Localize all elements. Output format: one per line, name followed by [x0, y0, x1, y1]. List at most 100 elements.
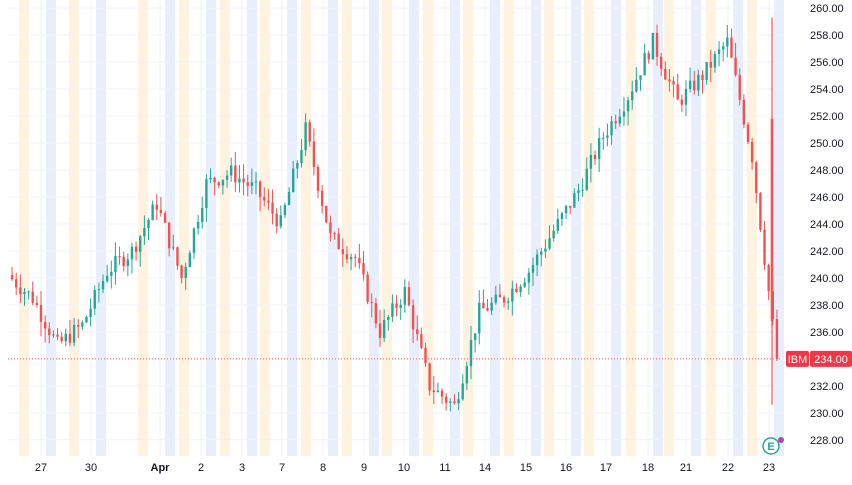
candle [292, 160, 295, 193]
candle [478, 290, 481, 345]
candle [325, 205, 328, 224]
candle [659, 53, 663, 76]
y-tick-label: 230.00 [810, 408, 844, 420]
x-tick-label: Apr [151, 462, 171, 474]
candle [631, 80, 634, 110]
candle [180, 264, 183, 284]
candle [366, 271, 369, 305]
candle [130, 242, 134, 274]
candle [56, 327, 59, 341]
candle [81, 320, 84, 330]
candle [234, 152, 237, 193]
candle [382, 309, 386, 343]
candle [527, 268, 531, 295]
candle [564, 204, 568, 220]
candle [320, 184, 324, 214]
candle [457, 392, 460, 411]
candle [349, 253, 353, 271]
candle [453, 394, 456, 405]
premarket-band [260, 0, 270, 456]
candle [143, 215, 146, 245]
candle [312, 128, 316, 176]
afterhours-band [450, 0, 460, 456]
candle [287, 187, 291, 206]
candle [494, 285, 497, 305]
y-tick-label: 228.00 [810, 435, 844, 447]
candle [643, 43, 646, 76]
candle [72, 318, 76, 347]
afterhours-band [733, 0, 743, 456]
candle [192, 227, 196, 259]
candle [424, 342, 427, 367]
candle [229, 157, 233, 182]
premarket-band [504, 0, 514, 456]
candle [680, 94, 684, 113]
y-tick-label: 242.00 [810, 246, 844, 258]
afterhours-band [653, 0, 663, 456]
candle [705, 61, 708, 85]
premarket-band [301, 0, 311, 456]
premarket-band [463, 0, 473, 456]
y-axis: 228.00230.00232.00234.00236.00238.00240.… [810, 3, 844, 447]
candle [416, 315, 419, 341]
afterhours-band [46, 0, 56, 456]
candle [523, 277, 526, 289]
candle [77, 319, 80, 338]
candle [730, 28, 733, 59]
candle [770, 17, 774, 405]
x-tick-label: 16 [560, 462, 572, 474]
candle [15, 272, 18, 295]
candle [713, 50, 717, 73]
candle [167, 222, 171, 257]
candle [606, 123, 609, 147]
candle [354, 253, 357, 268]
x-tick-label: 10 [398, 462, 410, 474]
candle [482, 289, 485, 309]
candle [93, 285, 96, 316]
candle [27, 290, 30, 300]
candle [391, 294, 394, 322]
candle [701, 70, 704, 94]
candle [358, 243, 361, 269]
candle [519, 284, 522, 297]
y-tick-label: 252.00 [810, 111, 844, 123]
candle [461, 374, 464, 401]
candle [593, 150, 597, 165]
candle [552, 224, 555, 242]
candle [300, 139, 303, 168]
candle [205, 174, 208, 222]
premarket-band [664, 0, 674, 456]
candle [213, 176, 216, 196]
candle [172, 234, 175, 251]
candle [444, 393, 448, 411]
candle [531, 257, 535, 286]
candle [726, 24, 729, 58]
x-tick-label: 22 [722, 462, 734, 474]
candle [556, 208, 560, 234]
earnings-icon[interactable]: E [762, 437, 784, 455]
candle [19, 274, 22, 303]
premarket-band [584, 0, 594, 456]
candle [734, 42, 737, 77]
candle [316, 164, 320, 199]
y-tick-label: 260.00 [810, 3, 844, 15]
candle [196, 214, 200, 235]
candle [122, 251, 125, 272]
candle [114, 242, 117, 285]
candle [64, 328, 68, 347]
x-tick-label: 14 [479, 462, 491, 474]
symbol-badge-label: IBM [788, 354, 808, 366]
candle [717, 41, 721, 67]
x-tick-label: 8 [320, 462, 326, 474]
candle [85, 315, 88, 324]
candle [52, 330, 55, 338]
candle [407, 281, 411, 307]
y-tick-label: 236.00 [810, 327, 844, 339]
y-tick-label: 248.00 [810, 165, 844, 177]
candle [250, 168, 254, 194]
candle [688, 67, 692, 93]
afterhours-band [247, 0, 257, 456]
afterhours-band [490, 0, 500, 456]
